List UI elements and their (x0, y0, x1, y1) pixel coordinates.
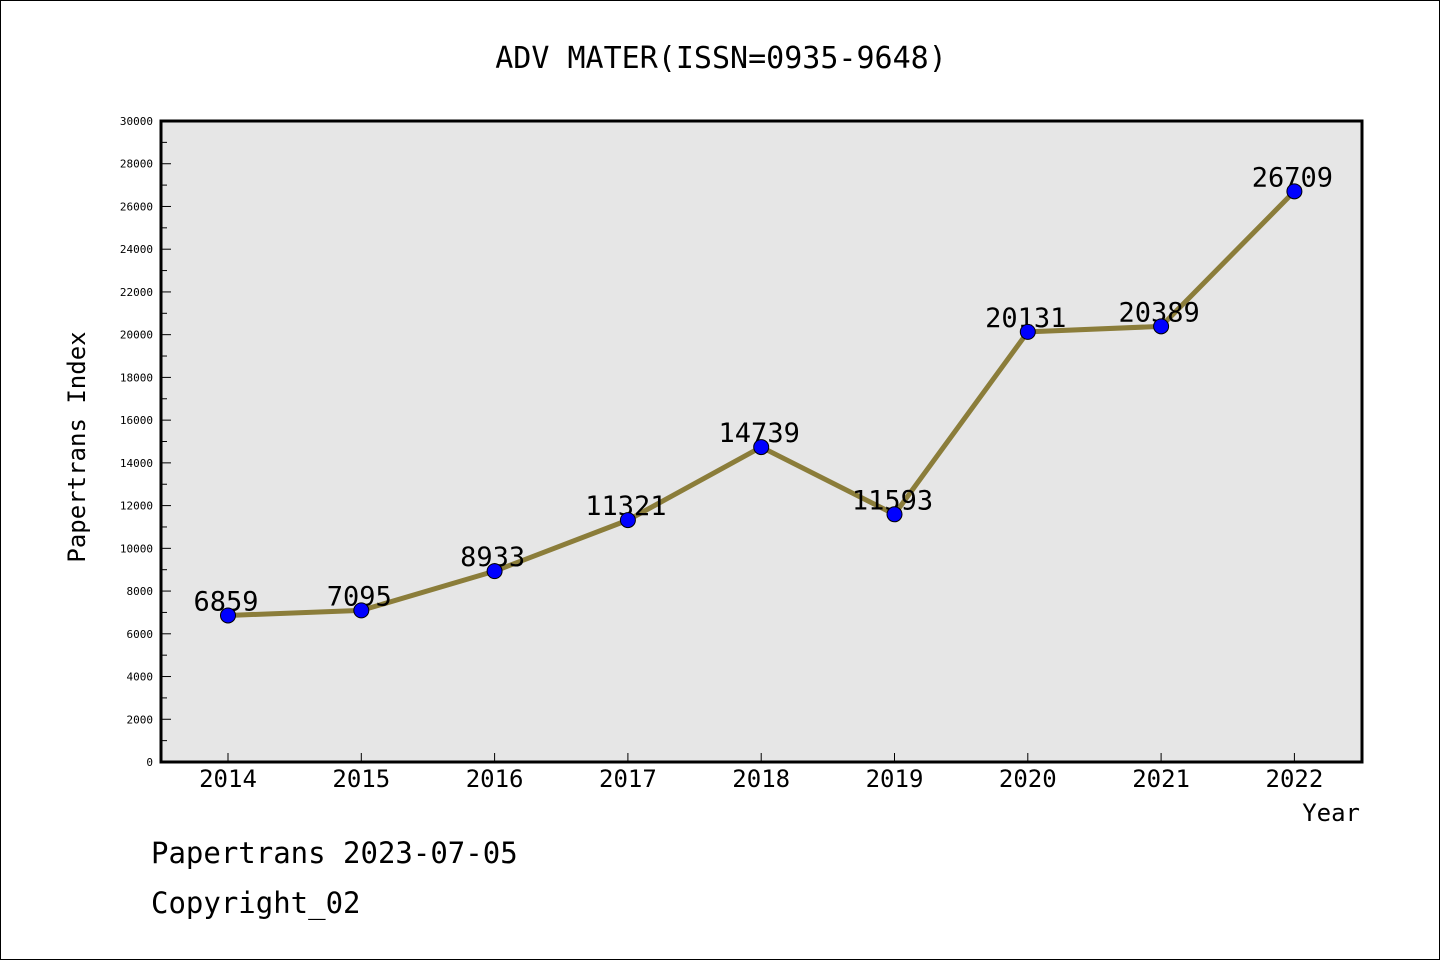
y-tick-label: 16000 (120, 414, 153, 427)
x-tick-label: 2017 (599, 765, 657, 793)
y-tick-label: 22000 (120, 286, 153, 299)
y-tick-label: 26000 (120, 200, 153, 213)
y-tick-label: 18000 (120, 371, 153, 384)
data-point-2020 (1019, 323, 1036, 340)
data-point-2016 (486, 563, 503, 580)
chart-title: ADV MATER(ISSN=0935-9648) (495, 41, 947, 76)
x-tick-label: 2019 (866, 765, 924, 793)
y-tick-label: 2000 (127, 713, 154, 726)
data-point-2014 (220, 607, 236, 624)
x-tick-label: 2014 (199, 765, 257, 793)
data-point-2021 (1153, 318, 1170, 335)
y-axis-label: Papertrans Index (63, 331, 91, 562)
y-tick-label: 24000 (120, 243, 153, 256)
data-point-2015 (353, 602, 370, 619)
y-tick-label: 14000 (120, 457, 153, 470)
y-tick-label: 8000 (127, 585, 154, 598)
y-tick-label: 12000 (120, 500, 153, 513)
x-tick-label: 2015 (332, 765, 390, 793)
x-tick-label: 2016 (466, 765, 524, 793)
footer-date-line: Papertrans 2023-07-05 (151, 836, 518, 870)
x-axis-label: Year (1302, 799, 1360, 827)
x-tick-label: 2022 (1266, 765, 1324, 793)
footer-copyright-line: Copyright_02 (151, 886, 361, 920)
y-tick-label: 20000 (120, 329, 153, 342)
y-tick-label: 4000 (127, 671, 154, 684)
y-tick-label: 30000 (120, 115, 153, 128)
y-tick-label: 28000 (120, 158, 153, 171)
y-tick-label: 0 (146, 756, 153, 769)
x-tick-label: 2020 (999, 765, 1057, 793)
data-point-2019 (886, 506, 903, 523)
x-tick-label: 2021 (1132, 765, 1190, 793)
y-tick-label: 6000 (127, 628, 154, 641)
y-axis: 0 2000 4000 6000 8000 10000 12000 14000 16000 180… (120, 115, 171, 769)
x-tick-label: 2018 (732, 765, 790, 793)
data-point-2018 (753, 439, 770, 456)
data-markers (220, 183, 1303, 624)
y-tick-label: 10000 (120, 542, 153, 555)
data-point-2022 (1286, 183, 1303, 200)
x-axis: 2014 2015 2016 2017 2018 2019 2020 2021 2022 (199, 753, 1323, 793)
data-point-2017 (619, 512, 636, 529)
